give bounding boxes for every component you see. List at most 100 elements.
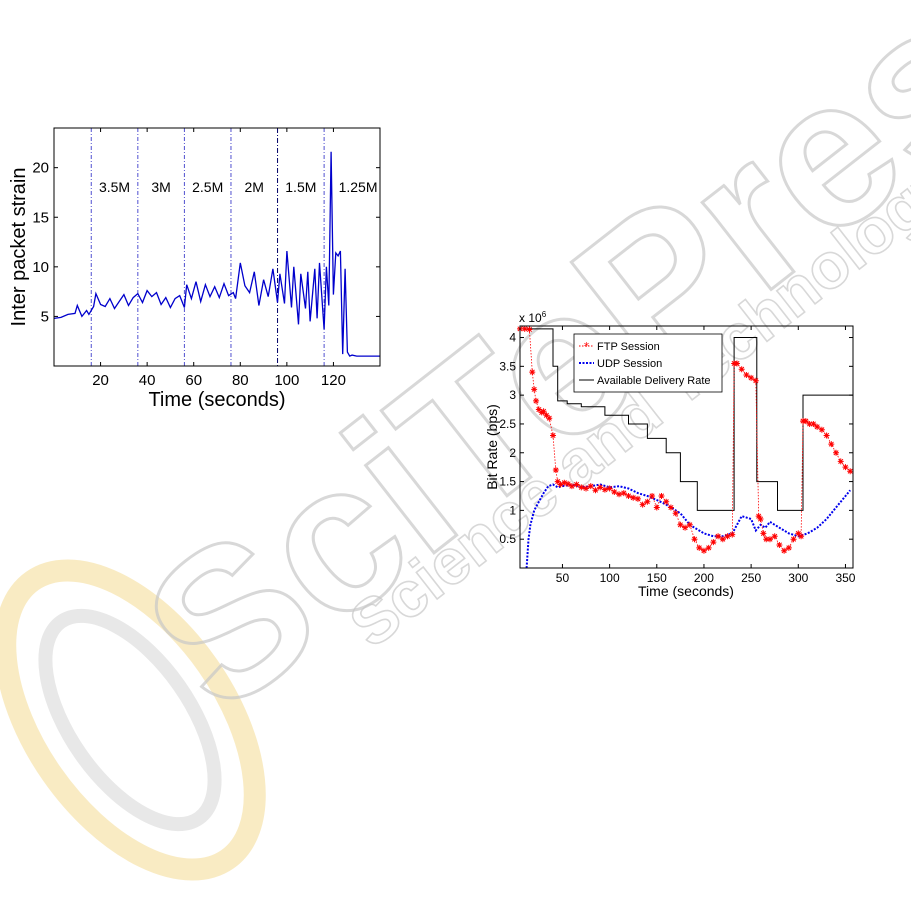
ftp-point — [620, 490, 627, 497]
x-tick-label: 120 — [321, 372, 346, 389]
y-tick-label: 1 — [509, 503, 516, 517]
watermark-word: SciTePress — [103, 0, 911, 755]
phase-label: 1.25M — [339, 179, 378, 195]
ftp-point — [658, 492, 665, 499]
ftp-point — [546, 415, 553, 422]
bitrate-plot-frame — [519, 325, 854, 569]
udp-session-series — [525, 483, 851, 569]
phase-label: 3M — [151, 179, 170, 195]
ftp-point — [557, 481, 564, 488]
y-tick-label: 10 — [32, 259, 49, 276]
bitrate-legend: * FTP Session UDP Session Available Deli… — [573, 333, 723, 393]
y-tick-label: 0.5 — [499, 532, 516, 546]
ftp-point — [719, 536, 726, 543]
x-tick-label: 40 — [139, 372, 156, 389]
phase-label: 3.5M — [99, 179, 130, 195]
ftp-point — [705, 544, 712, 551]
ftp-point — [842, 464, 849, 471]
ftp-point — [583, 485, 590, 492]
phase-labels: 3.5M 3M 2.5M 2M 1.5M 1.25M — [99, 179, 378, 195]
ftp-point — [818, 426, 825, 433]
bitrate-x-ticks: 50 100 150 200 250 300 350 — [556, 326, 856, 585]
ftp-point — [810, 420, 817, 427]
strain-plot-frame — [53, 127, 381, 367]
ftp-point — [814, 423, 821, 430]
watermark-logo — [0, 559, 266, 881]
ftp-point — [538, 409, 545, 416]
ftp-point — [611, 488, 618, 495]
ftp-point — [798, 533, 805, 540]
bitrate-chart: 50 100 150 200 250 300 350 0.5 1 1.5 2 2.5 3 3.5 4 x … — [484, 310, 856, 599]
bitrate-x-axis-label: Time (seconds) — [638, 583, 734, 599]
ftp-point — [578, 484, 585, 491]
x-tick-label: 250 — [741, 571, 761, 585]
legend-box — [573, 333, 723, 393]
x-tick-label: 300 — [788, 571, 808, 585]
ftp-point — [776, 541, 783, 548]
strain-series-line — [53, 151, 380, 357]
ftp-point — [521, 325, 528, 332]
ftp-point — [565, 480, 572, 487]
x-tick-label: 150 — [647, 571, 667, 585]
ftp-point — [833, 449, 840, 456]
x-tick-label: 50 — [556, 571, 570, 585]
svg-text:*: * — [584, 340, 590, 353]
bitrate-y-multiplier: x 106 — [519, 310, 547, 325]
ftp-point — [552, 467, 559, 474]
ftp-point — [757, 516, 764, 523]
delivery-rate-series — [520, 328, 853, 511]
ftp-point — [743, 371, 750, 378]
udp-session-line — [525, 483, 851, 569]
y-tick-label: 2.5 — [499, 417, 516, 431]
ftp-point — [630, 494, 637, 501]
bitrate-y-ticks: 0.5 1 1.5 2 2.5 3 3.5 4 — [499, 331, 853, 546]
ftp-point — [568, 483, 575, 490]
x-tick-label: 60 — [185, 372, 202, 389]
ftp-point — [766, 536, 773, 543]
ftp-point — [686, 521, 693, 528]
phase-label: 2M — [245, 179, 264, 195]
ftp-point — [823, 432, 830, 439]
ftp-point — [710, 539, 717, 546]
ftp-point — [592, 487, 599, 494]
bitrate-y-axis-label: Bit Rate (bps) — [484, 404, 500, 490]
ftp-point — [625, 492, 632, 499]
y-tick-label: 1.5 — [499, 475, 516, 489]
phase-label: 1.5M — [285, 179, 316, 195]
ftp-point — [639, 501, 646, 508]
ftp-point — [663, 498, 670, 505]
ftp-point — [531, 386, 538, 393]
ftp-point — [738, 366, 745, 373]
ftp-point — [644, 498, 651, 505]
legend-label-udp: UDP Session — [597, 358, 662, 370]
ftp-point — [550, 432, 557, 439]
ftp-point — [790, 536, 797, 543]
ftp-point — [715, 533, 722, 540]
x-tick-label: 80 — [232, 372, 249, 389]
ftp-point — [691, 536, 698, 543]
y-tick-label: 15 — [32, 209, 49, 226]
ftp-point — [795, 530, 802, 537]
strain-y-axis-label: Inter packet strain — [8, 168, 30, 327]
ftp-point — [601, 486, 608, 493]
ftp-point — [667, 504, 674, 511]
strain-x-axis-label: Time (seconds) — [148, 389, 285, 411]
strain-x-ticks: 20 40 60 80 100 120 — [92, 128, 346, 389]
ftp-point — [733, 360, 740, 367]
legend-item-ftp: * FTP Session — [579, 340, 660, 353]
ftp-point — [837, 458, 844, 465]
x-tick-label: 200 — [694, 571, 714, 585]
ftp-point — [616, 491, 623, 498]
ftp-point — [781, 547, 788, 554]
ftp-point — [634, 495, 641, 502]
ftp-point — [597, 484, 604, 491]
ftp-point — [554, 478, 561, 485]
ftp-point — [677, 521, 684, 528]
ftp-point — [526, 326, 533, 333]
ftp-point — [847, 468, 854, 475]
x-tick-label: 100 — [600, 571, 620, 585]
legend-item-delivery: Available Delivery Rate — [579, 375, 711, 387]
x-tick-label: 100 — [274, 372, 299, 389]
ftp-point — [535, 406, 542, 413]
